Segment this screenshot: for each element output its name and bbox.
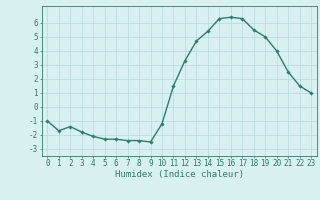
X-axis label: Humidex (Indice chaleur): Humidex (Indice chaleur) [115, 170, 244, 179]
